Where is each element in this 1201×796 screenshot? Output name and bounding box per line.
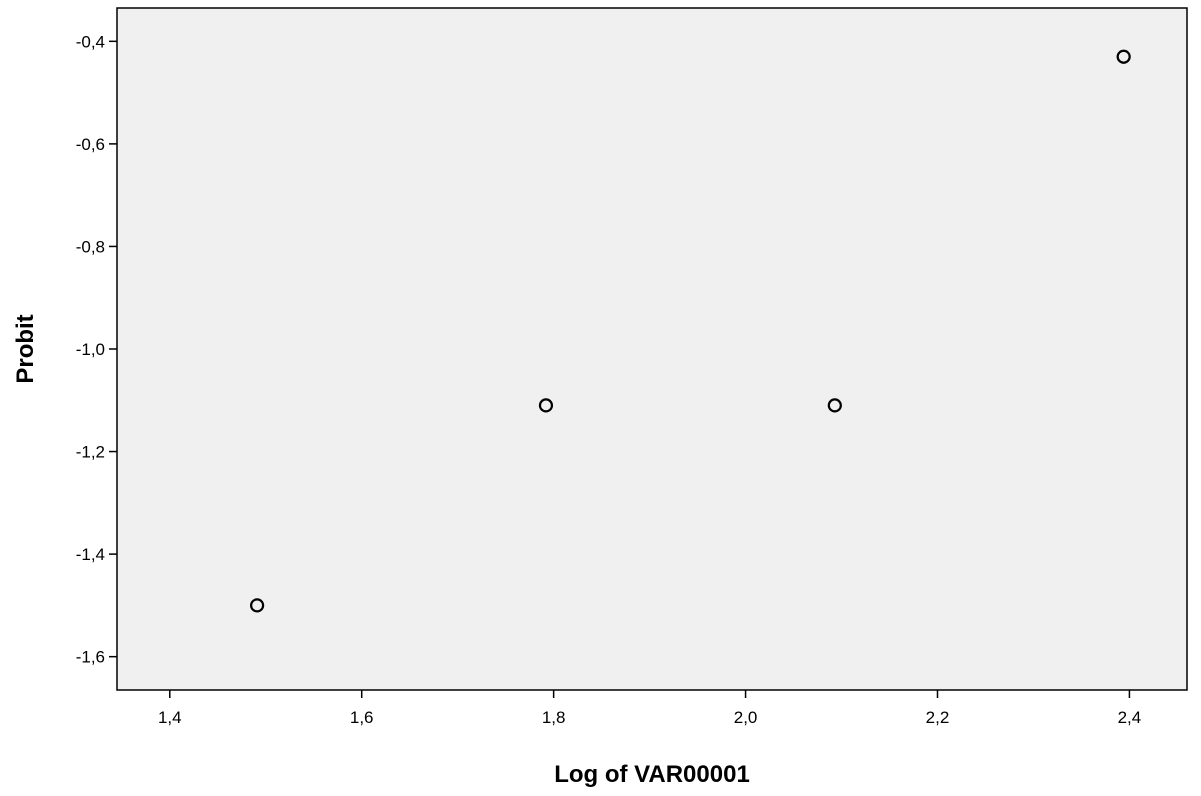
x-tick-label: 1,4 <box>158 708 182 727</box>
y-tick-label: -1,2 <box>76 443 105 462</box>
x-axis-ticks: 1,4 1,6 1,8 2,0 2,2 2,4 <box>158 690 1141 727</box>
x-tick-label: 1,6 <box>350 708 374 727</box>
y-axis-title: Probit <box>12 314 39 383</box>
x-tick-label: 1,8 <box>542 708 566 727</box>
y-tick-label: -0,6 <box>76 135 105 154</box>
x-axis-title: Log of VAR00001 <box>554 761 750 788</box>
data-point <box>1116 49 1131 64</box>
data-points <box>250 49 1131 613</box>
data-point <box>827 398 842 413</box>
y-axis-ticks: -0,4 -0,6 -0,8 -1,0 -1,2 -1,4 -1,6 <box>76 32 117 667</box>
y-tick-label: -0,4 <box>76 32 105 51</box>
data-point <box>538 398 554 413</box>
x-tick-label: 2,0 <box>734 708 758 727</box>
y-tick-label: -1,4 <box>76 545 105 564</box>
y-tick-label: -1,0 <box>76 340 105 359</box>
y-tick-label: -1,6 <box>76 648 105 667</box>
x-tick-label: 2,4 <box>1118 708 1142 727</box>
x-tick-label: 2,2 <box>926 708 950 727</box>
data-point <box>250 598 265 613</box>
y-tick-label: -0,8 <box>76 237 105 256</box>
plot-area <box>116 7 1188 691</box>
